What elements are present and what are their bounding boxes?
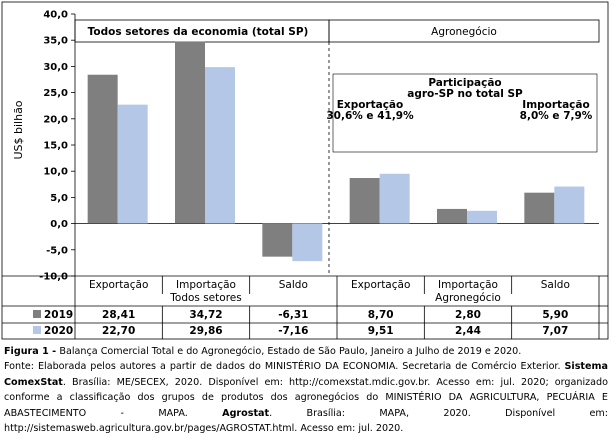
y-axis-label: US$ bilhão	[12, 100, 25, 159]
source-text-1: Fonte: Elaborada pelos autores a partir …	[4, 361, 565, 372]
source-system-name: Sistema ComexStat	[4, 361, 608, 388]
bar-2020-2	[205, 67, 235, 224]
participation-import-2: 8,0% e 7,9%	[520, 110, 593, 122]
participation-box	[332, 73, 598, 153]
category-label: Importação	[176, 279, 236, 291]
y-tick-label: 35,0	[43, 36, 68, 47]
participation-title-1: Participação	[428, 77, 501, 89]
group-header-agro: Agronegócio	[431, 26, 497, 38]
bar-2020-3	[292, 223, 323, 262]
table-value: -6,31	[278, 309, 308, 321]
table-value: 5,90	[542, 309, 568, 321]
group-header-box-agro	[328, 19, 600, 43]
figure-title: Balança Comercial Total e do Agronegócio…	[59, 346, 522, 357]
source-text-2: . Brasília: ME/SECEX, 2020. Disponível e…	[4, 376, 608, 419]
participation-export-1: Exportação	[337, 99, 403, 111]
y-tick-label: 40,0	[43, 10, 68, 21]
y-tick-label: 5,0	[50, 193, 68, 204]
figure-label: Figura 1 -	[4, 346, 60, 357]
bar-chart: US$ bilhão Todos setores da economia (to…	[1, 1, 609, 340]
legend-label-2020: 2020	[44, 325, 73, 337]
bar-2019-1	[87, 74, 118, 224]
legend-swatch-2019	[33, 310, 41, 318]
bar-2019-5	[437, 208, 467, 224]
participation-title-2: agro-SP no total SP	[407, 88, 523, 100]
source-text-3: . Brasília: MAPA, 2020. Disponível em: h…	[4, 407, 608, 435]
group-header-total: Todos setores da economia (total SP)	[88, 26, 309, 38]
participation-import-1: Importação	[522, 99, 589, 111]
bar-2019-3	[262, 223, 293, 257]
table-value: -7,16	[278, 325, 308, 337]
figure-source: Fonte: Elaborada pelos autores a partir …	[4, 359, 608, 437]
bar-2020-4	[379, 173, 410, 224]
bar-2019-6	[524, 192, 555, 224]
y-tick-label: 15,0	[43, 141, 68, 152]
category-label: Exportação	[89, 279, 148, 291]
category-label: Saldo	[279, 279, 308, 291]
table-value: 28,41	[102, 309, 135, 321]
table-value: 29,86	[189, 325, 222, 337]
table-value: 2,80	[455, 309, 481, 321]
participation-export-2: 30,6% e 41,9%	[326, 110, 414, 122]
bar-2020-5	[467, 210, 497, 224]
y-tick-label: 30,0	[43, 62, 68, 73]
table-value: 7,07	[542, 325, 568, 337]
y-tick-label: -10,0	[39, 272, 68, 283]
y-tick-label: 25,0	[43, 88, 68, 99]
y-tick-label: 20,0	[43, 114, 68, 125]
category-label: Importação	[438, 279, 498, 291]
bar-2019-4	[349, 178, 380, 224]
table-value: 22,70	[102, 325, 135, 337]
group-label-agro: Agronegócio	[435, 292, 501, 304]
bar-2020-6	[554, 186, 585, 224]
category-label: Saldo	[541, 279, 570, 291]
group-label-total: Todos setores	[169, 292, 241, 304]
bar-2019-2	[175, 41, 205, 224]
legend-label-2019: 2019	[44, 309, 73, 321]
table-value: 34,72	[189, 309, 222, 321]
category-label: Exportação	[351, 279, 410, 291]
chart-frame	[1, 1, 609, 340]
bar-2020-1	[117, 104, 148, 224]
legend-swatch-2020	[33, 326, 41, 334]
y-tick-label: -5,0	[46, 245, 68, 256]
table-value: 9,51	[368, 325, 394, 337]
table-value: 2,44	[455, 325, 481, 337]
table-value: 8,70	[368, 309, 394, 321]
y-tick-label: 10,0	[43, 167, 68, 178]
y-tick-label: 0,0	[50, 219, 68, 230]
figure-caption: Figura 1 - Balança Comercial Total e do …	[4, 344, 608, 360]
source-agrostat-name: Agrostat	[222, 407, 270, 419]
